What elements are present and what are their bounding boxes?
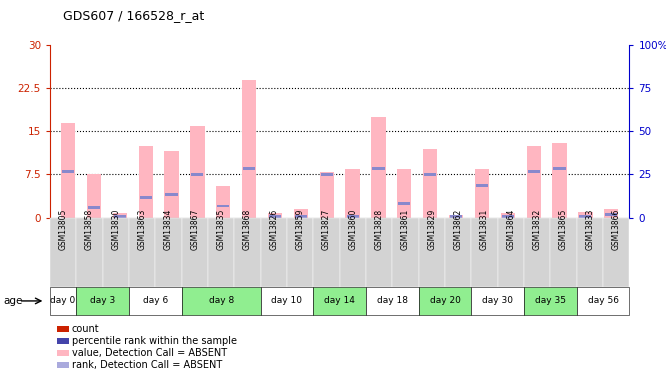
Text: day 10: day 10 xyxy=(272,296,302,305)
Text: value, Detection Call = ABSENT: value, Detection Call = ABSENT xyxy=(72,348,227,358)
Bar xyxy=(501,216,514,218)
Text: GSM13862: GSM13862 xyxy=(454,209,463,251)
Text: day 6: day 6 xyxy=(143,296,168,305)
Text: count: count xyxy=(72,324,99,334)
Text: day 18: day 18 xyxy=(377,296,408,305)
Bar xyxy=(191,173,203,176)
Bar xyxy=(346,169,360,217)
Bar xyxy=(372,117,386,218)
Text: GSM13826: GSM13826 xyxy=(269,209,278,251)
Bar xyxy=(269,216,281,218)
Text: GSM13866: GSM13866 xyxy=(611,209,621,251)
Text: GSM13834: GSM13834 xyxy=(164,209,173,251)
Bar xyxy=(424,173,436,176)
Text: GDS607 / 166528_r_at: GDS607 / 166528_r_at xyxy=(63,9,204,22)
Text: rank, Detection Call = ABSENT: rank, Detection Call = ABSENT xyxy=(72,360,222,370)
Text: GSM13865: GSM13865 xyxy=(559,209,568,251)
Text: GSM13831: GSM13831 xyxy=(480,209,489,251)
Text: GSM13858: GSM13858 xyxy=(85,209,94,251)
Bar xyxy=(449,214,463,217)
Text: day 0: day 0 xyxy=(51,296,76,305)
Text: GSM13829: GSM13829 xyxy=(428,209,436,251)
Bar xyxy=(165,193,178,196)
Bar xyxy=(268,213,282,217)
Bar xyxy=(604,209,618,218)
Text: age: age xyxy=(3,296,23,306)
Text: GSM13861: GSM13861 xyxy=(401,209,410,251)
Text: GSM13860: GSM13860 xyxy=(348,209,358,251)
Bar xyxy=(294,209,308,218)
Bar xyxy=(217,205,229,207)
Bar xyxy=(552,143,567,218)
Bar xyxy=(139,146,153,218)
Text: GSM13832: GSM13832 xyxy=(533,209,541,251)
Bar xyxy=(346,216,358,218)
Bar xyxy=(501,213,515,217)
Bar xyxy=(87,174,101,217)
Text: percentile rank within the sample: percentile rank within the sample xyxy=(72,336,237,346)
Bar xyxy=(140,196,152,199)
Bar xyxy=(475,169,489,217)
Text: GSM13835: GSM13835 xyxy=(216,209,226,251)
Bar xyxy=(321,173,333,176)
Bar xyxy=(114,215,126,218)
Bar xyxy=(113,213,127,217)
Text: day 35: day 35 xyxy=(535,296,566,305)
Text: GSM13833: GSM13833 xyxy=(585,209,594,251)
Text: GSM13868: GSM13868 xyxy=(243,209,252,251)
Bar xyxy=(320,171,334,217)
Bar xyxy=(553,167,565,170)
Text: GSM13805: GSM13805 xyxy=(59,209,68,251)
Text: day 30: day 30 xyxy=(482,296,513,305)
Bar xyxy=(578,212,593,217)
Bar xyxy=(579,215,591,218)
Text: day 56: day 56 xyxy=(587,296,619,305)
Text: day 3: day 3 xyxy=(90,296,115,305)
Bar xyxy=(165,152,178,217)
Text: day 14: day 14 xyxy=(324,296,355,305)
Text: GSM13864: GSM13864 xyxy=(506,209,515,251)
Bar xyxy=(527,146,541,218)
Bar xyxy=(397,169,412,217)
Bar xyxy=(295,215,307,218)
Text: GSM13867: GSM13867 xyxy=(190,209,199,251)
Bar xyxy=(88,206,100,209)
Bar xyxy=(476,184,488,188)
Bar xyxy=(450,216,462,218)
Text: GSM13863: GSM13863 xyxy=(138,209,147,251)
Bar xyxy=(398,202,410,205)
Bar xyxy=(527,170,539,173)
Bar xyxy=(242,80,256,218)
Text: day 8: day 8 xyxy=(208,296,234,305)
Bar xyxy=(605,213,617,216)
Bar xyxy=(216,186,230,218)
Bar xyxy=(372,167,384,170)
Bar xyxy=(61,123,75,218)
Text: day 20: day 20 xyxy=(430,296,460,305)
Text: GSM13828: GSM13828 xyxy=(375,209,384,251)
Bar xyxy=(62,170,74,173)
Bar xyxy=(243,167,255,170)
Text: GSM13830: GSM13830 xyxy=(111,209,121,251)
Bar xyxy=(423,148,438,217)
Text: GSM13859: GSM13859 xyxy=(296,209,304,251)
Bar xyxy=(190,126,204,218)
Text: GSM13827: GSM13827 xyxy=(322,209,331,251)
